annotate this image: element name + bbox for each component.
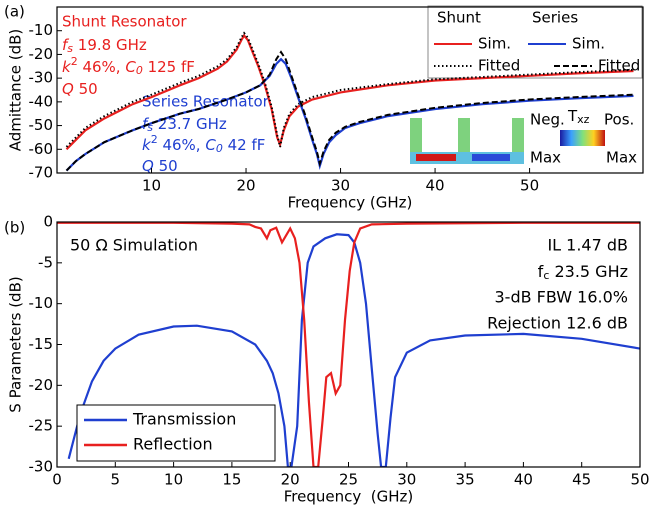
legend-label: Fitted: [598, 57, 640, 75]
y-tick-label: -20: [29, 45, 54, 63]
x-tick-label: 5: [111, 471, 121, 489]
annotation-line: fs 19.8 GHz: [62, 36, 147, 56]
x-tick-label: 20: [236, 177, 255, 195]
legend-label: Sim.: [478, 35, 511, 53]
inset-label: Txz: [567, 107, 590, 127]
axes-frame: [56, 221, 641, 468]
annotation-line: Q 50: [142, 157, 178, 175]
y-tick-label: 0: [43, 213, 53, 231]
x-tick-label: 40: [426, 177, 445, 195]
annotation-line: Series Resonator: [142, 93, 270, 111]
y-tick-label: -15: [29, 335, 54, 353]
annotation-line: k2 46%, C0 42 fF: [142, 133, 265, 155]
plot-area: [57, 222, 640, 467]
legend-label: Fitted: [478, 57, 520, 75]
y-tick-label: -5: [38, 253, 53, 271]
y-axis-label: S Parameters (dB): [7, 276, 25, 412]
x-tick-label: 50: [520, 177, 539, 195]
axes-frame: [56, 6, 644, 174]
inset-label: Max: [530, 149, 561, 167]
panel-label: (a): [4, 3, 25, 21]
x-tick-label: 0: [52, 471, 62, 489]
series-line: [65, 31, 634, 148]
annotation-line: fs 23.7 GHz: [142, 115, 227, 135]
annotation: Series Resonator fs 23.7 GHz k2 46%, C0 …: [142, 93, 270, 175]
y-tick-label: -50: [29, 116, 54, 134]
annotation-line: Shunt Resonator: [62, 13, 187, 31]
y-axis-label: Admittance (dB): [7, 29, 25, 152]
inset-label: Neg.: [530, 111, 565, 129]
y-tick-label: -30: [29, 458, 54, 476]
annotation-line: Rejection 12.6 dB: [487, 314, 628, 333]
x-axis-label: Frequency (GHz): [288, 194, 413, 212]
panel-label: (b): [4, 219, 25, 237]
annotation-line: 3-dB FBW 16.0%: [494, 288, 628, 307]
annotation-line: k2 46%, C0 125 fF: [62, 55, 195, 77]
x-tick-label: 30: [397, 471, 416, 489]
annotation-line: 50 Ω Simulation: [70, 236, 198, 255]
legend-title: Series: [532, 9, 578, 27]
annotation-line: fc 23.5 GHz: [538, 262, 628, 283]
series-line: [57, 222, 640, 467]
y-tick-label: -40: [29, 92, 54, 110]
inset-label: Max: [606, 149, 637, 167]
plot-area: [65, 31, 634, 172]
x-tick-label: 30: [331, 177, 350, 195]
inset: [410, 118, 605, 164]
annotation: Shunt Resonator fs 19.8 GHz k2 46%, C0 1…: [62, 13, 195, 98]
y-tick-label: -30: [29, 69, 54, 87]
legend-label: Transmission: [132, 410, 236, 429]
series-line: [65, 33, 634, 151]
y-tick-label: -70: [29, 164, 54, 182]
legend-title: Shunt: [437, 9, 481, 27]
x-tick-label: 50: [630, 471, 649, 489]
y-tick-label: -10: [29, 21, 54, 39]
x-tick-label: 20: [281, 471, 300, 489]
x-axis-label: Frequency (GHz): [284, 488, 414, 506]
annotation-line: IL 1.47 dB: [547, 236, 628, 255]
x-tick-label: 10: [164, 471, 183, 489]
series-line: [65, 50, 634, 172]
y-tick-label: -20: [29, 376, 54, 394]
x-tick-label: 45: [572, 471, 591, 489]
annotation-line: Q 50: [62, 80, 98, 98]
x-tick-label: 35: [456, 471, 475, 489]
annotation: IL 1.47 dB fc 23.5 GHz 3-dB FBW 16.0% Re…: [487, 236, 628, 333]
x-tick-label: 40: [514, 471, 533, 489]
x-tick-label: 15: [222, 471, 241, 489]
legend-label: Reflection: [133, 435, 213, 454]
x-tick-label: 25: [339, 471, 358, 489]
legend-label: Sim.: [572, 35, 605, 53]
legend-box: [76, 404, 276, 462]
y-tick-label: -10: [29, 294, 54, 312]
inset-label: Pos.: [604, 111, 634, 129]
y-tick-label: -25: [29, 417, 54, 435]
series-line: [67, 233, 640, 467]
y-tick-label: -60: [29, 140, 54, 158]
x-tick-label: 10: [142, 177, 161, 195]
legend-box: [427, 5, 643, 79]
